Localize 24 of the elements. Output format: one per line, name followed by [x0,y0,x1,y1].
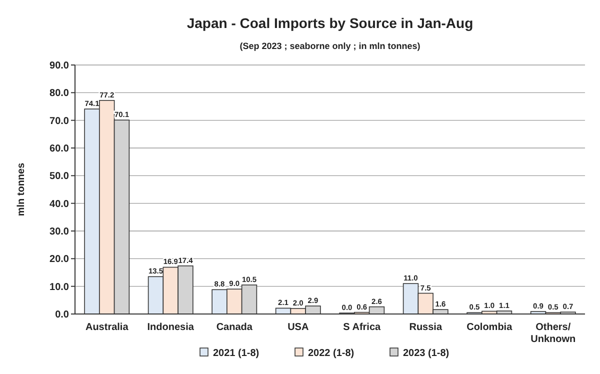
x-tick-label: Colombia [466,322,513,333]
legend-label: 2023 (1-8) [403,348,450,359]
y-tick-label: 10.0 [50,282,70,293]
x-tick-label: Australia [85,322,129,333]
y-axis-title: mln tonnes [16,162,27,216]
y-tick-label: 40.0 [50,198,70,210]
legend-label: 2022 (1-8) [308,348,354,359]
y-tick-label: 90.0 [50,60,70,72]
y-tick-label: 70.0 [50,116,70,127]
y-tick-label: 60.0 [50,144,70,154]
x-tick-label: Indonesia [147,322,194,333]
y-tick-label: 0.0 [55,310,70,320]
x-tick-label: Canada [216,322,253,333]
x-tick-label: Russia [409,322,442,333]
x-tick-label: USA [288,322,309,333]
y-tick-label: 80.0 [50,88,70,100]
legend-label: 2021 (1-8) [213,348,260,359]
x-tick-label: Others/ Unknown [530,322,576,345]
chart-subtitle: (Sep 2023 ; seaborne only ; in mln tonnes) [240,41,420,51]
y-tick-label: 20.0 [50,254,70,266]
chart-title: Japan - Coal Imports by Source in Jan-Aug [186,15,474,31]
x-tick-label: S Africa [343,322,382,333]
y-tick-label: 30.0 [50,226,70,238]
y-tick-label: 50.0 [50,171,70,182]
